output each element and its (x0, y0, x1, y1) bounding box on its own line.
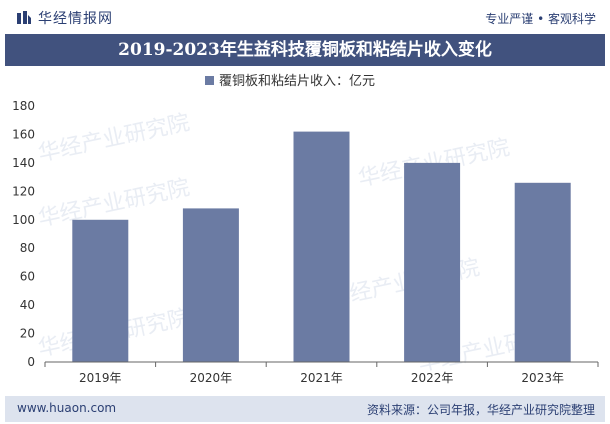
y-tick-label: 60 (20, 270, 35, 284)
x-tick-label: 2021年 (300, 371, 343, 385)
title-bar: 2019-2023年生益科技覆铜板和粘结片收入变化 (5, 34, 605, 66)
watermark-text: 华经产业研究院 (36, 110, 192, 166)
bar-chart: 华经产业研究院华经产业研究院华经产业研究院华经产业研究院华经产业研究院华经产业研… (12, 74, 599, 385)
y-tick-label: 120 (12, 184, 35, 198)
bar (293, 131, 350, 362)
bar (404, 162, 461, 362)
y-tick-label: 100 (12, 213, 35, 227)
chart-title: 2019-2023年生益科技覆铜板和粘结片收入变化 (118, 40, 492, 60)
legend: 覆铜板和粘结片收入：亿元 (205, 74, 375, 89)
y-tick-label: 80 (20, 241, 35, 255)
bar (72, 219, 129, 362)
bar (514, 182, 571, 362)
y-tick-label: 20 (20, 327, 35, 341)
x-axis: 2019年 2020年 2021年 2022年 2023年 (44, 361, 599, 385)
y-tick-label: 40 (20, 298, 35, 312)
y-tick-label: 0 (27, 355, 35, 369)
bar (182, 208, 239, 362)
y-axis: 0 20 40 60 80 100 120 140 160 180 (12, 99, 35, 369)
header: 华经情报网 专业严谨 • 客观科学 (0, 0, 610, 34)
brand-name: 华经情报网 (38, 11, 113, 27)
brand[interactable]: 华经情报网 (16, 8, 113, 28)
x-tick-label: 2022年 (411, 371, 454, 385)
y-tick-label: 160 (12, 127, 35, 141)
x-tick-label: 2023年 (521, 371, 564, 385)
tagline: 专业严谨 • 客观科学 (485, 12, 596, 26)
y-tick-label: 140 (12, 156, 35, 170)
legend-label: 覆铜板和粘结片收入：亿元 (219, 74, 375, 89)
footer-source: 资料来源：公司年报，华经产业研究院整理 (366, 403, 595, 417)
footer: www.huaon.com 资料来源：公司年报，华经产业研究院整理 (5, 396, 605, 422)
x-tick-label: 2020年 (190, 371, 233, 385)
brand-logo-icon (17, 11, 31, 24)
bars (72, 131, 571, 362)
legend-swatch (205, 76, 214, 85)
x-tick-label: 2019年 (79, 371, 122, 385)
y-tick-label: 180 (12, 99, 35, 113)
footer-url[interactable]: www.huaon.com (17, 401, 117, 415)
